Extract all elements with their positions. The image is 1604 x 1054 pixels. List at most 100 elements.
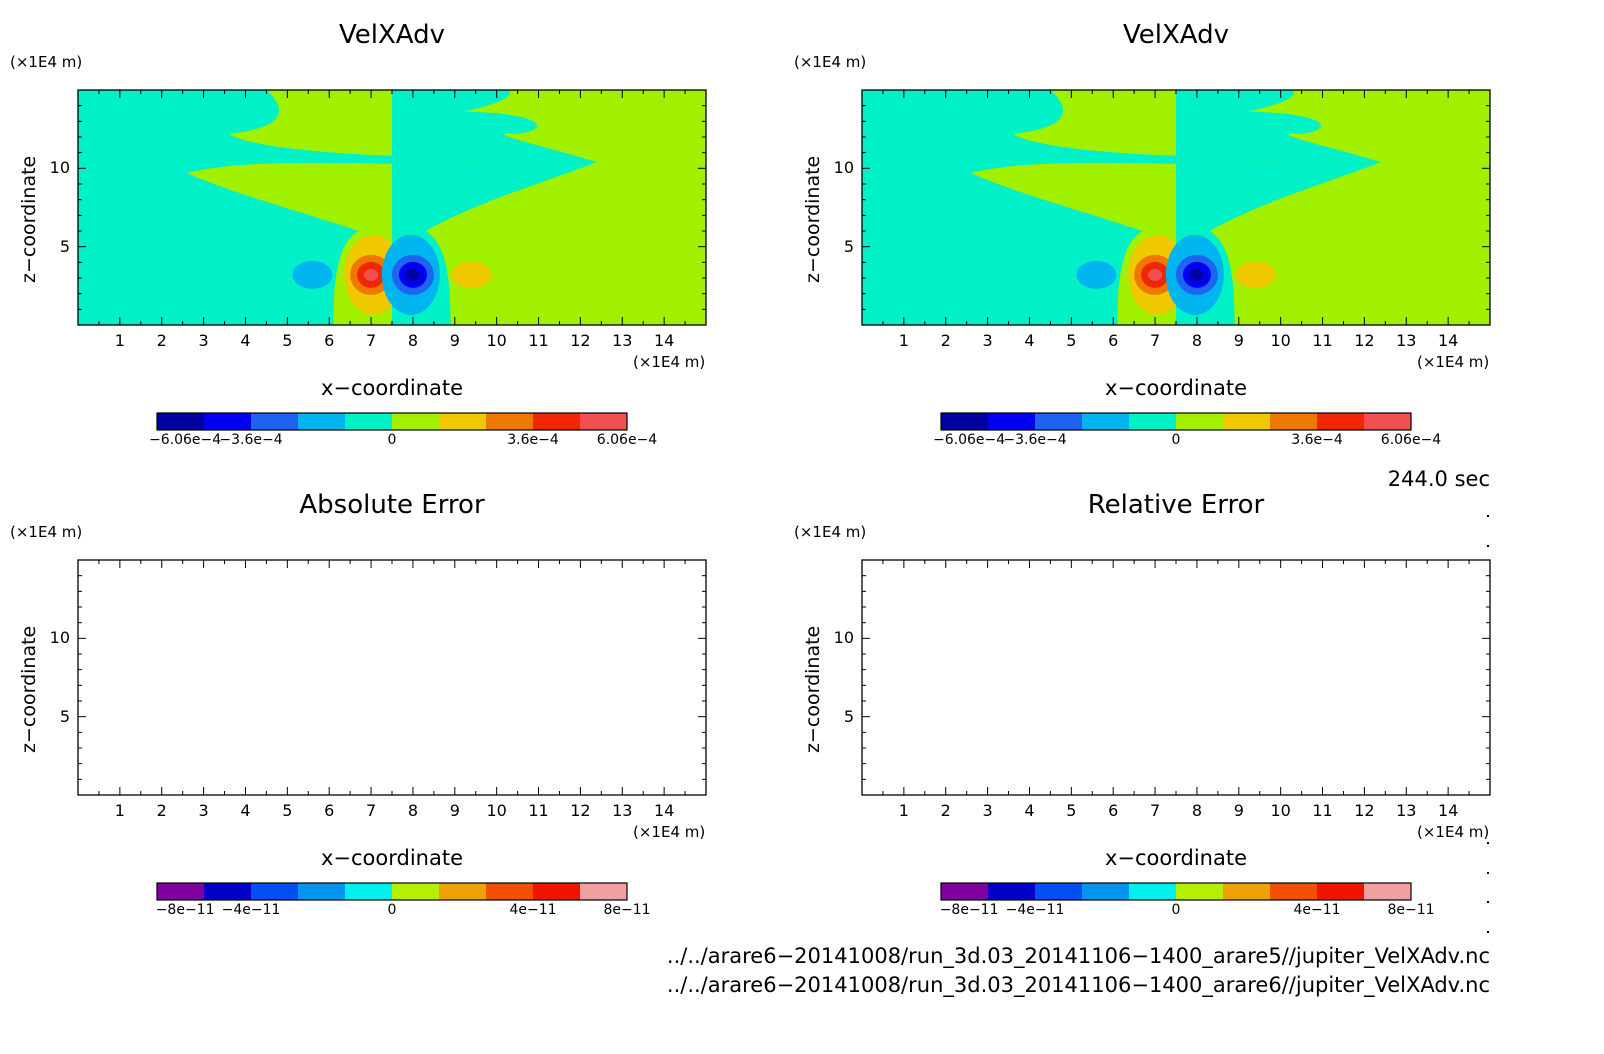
x-axis-label: x−coordinate <box>320 376 464 400</box>
x-tick-label: 1 <box>898 331 909 350</box>
colorbar-swatch <box>533 413 580 430</box>
colorbar-swatch <box>533 883 580 900</box>
x-axis-label: x−coordinate <box>1104 846 1248 870</box>
x-tick-label: 7 <box>365 331 377 350</box>
colorbar-tick-label: 8e−11 <box>1387 902 1435 918</box>
x-tick-label: 14 <box>653 801 675 820</box>
x-tick-label: 2 <box>940 331 951 350</box>
z-tick-label: 10 <box>49 158 70 178</box>
x-tick-label: 11 <box>528 331 549 350</box>
x-tick-label: 8 <box>1191 331 1203 350</box>
x-unit-label: (×1E4 m) <box>1417 823 1490 841</box>
colorbar-swatch <box>157 883 204 900</box>
colorbar-swatch <box>439 413 486 430</box>
x-tick-label: 4 <box>240 331 251 350</box>
colorbar-swatch <box>204 883 251 900</box>
colorbar-tick-label: 3.6e−4 <box>1291 432 1343 448</box>
x-tick-label: 11 <box>1312 331 1333 350</box>
colorbar-tick-label: −4e−11 <box>221 902 281 918</box>
z-unit-label: (×1E4 m) <box>10 53 83 71</box>
colorbar-swatch <box>1035 883 1082 900</box>
marker-dot <box>1487 901 1489 903</box>
z-tick-label: 5 <box>843 706 854 726</box>
x-tick-label: 1 <box>898 801 909 820</box>
x-tick-label: 8 <box>1191 801 1203 820</box>
colorbar-tick-label: −8e−11 <box>155 902 215 918</box>
x-tick-label: 13 <box>1396 801 1417 820</box>
x-tick-label: 7 <box>1149 801 1161 820</box>
colorbar-tick-label: 8e−11 <box>603 902 651 918</box>
colorbar-tick-label: 0 <box>387 902 397 918</box>
x-tick-label: 12 <box>570 331 591 350</box>
colorbar-swatch <box>298 883 345 900</box>
colorbar-swatch <box>1364 413 1411 430</box>
x-tick-label: 1 <box>114 331 125 350</box>
colorbar-swatch <box>204 413 251 430</box>
x-tick-label: 13 <box>612 801 633 820</box>
colorbar-swatch <box>486 883 533 900</box>
x-tick-label: 10 <box>486 331 507 350</box>
x-axis-label: x−coordinate <box>320 846 464 870</box>
x-tick-label: 3 <box>982 801 993 820</box>
colorbar-swatch <box>1317 883 1364 900</box>
z-tick-label: 5 <box>59 706 70 726</box>
panel-title: Relative Error <box>1087 490 1265 520</box>
x-tick-label: 6 <box>324 801 335 820</box>
x-tick-label: 6 <box>1108 331 1119 350</box>
x-tick-label: 7 <box>1149 331 1161 350</box>
x-unit-label: (×1E4 m) <box>1417 353 1490 371</box>
x-tick-label: 6 <box>324 331 335 350</box>
colorbar-swatch <box>1082 413 1129 430</box>
z-tick-label: 5 <box>59 236 70 256</box>
colorbar-swatch <box>580 883 627 900</box>
colorbar-swatch <box>1317 413 1364 430</box>
colorbar-swatch <box>439 883 486 900</box>
colorbar-swatch <box>486 413 533 430</box>
x-tick-label: 4 <box>1024 331 1035 350</box>
colorbar-swatch <box>1129 883 1176 900</box>
colorbar-swatch <box>345 413 392 430</box>
colorbar-swatch <box>1270 413 1317 430</box>
x-tick-label: 8 <box>407 331 419 350</box>
x-tick-label: 4 <box>240 801 251 820</box>
colorbar-swatch <box>988 883 1035 900</box>
colorbar-swatch <box>1082 883 1129 900</box>
x-tick-label: 8 <box>407 801 419 820</box>
colorbar-swatch <box>941 413 988 430</box>
colorbar-swatch <box>1129 413 1176 430</box>
file-path: ../../arare6−20141008/run_3d.03_20141106… <box>666 973 1490 997</box>
x-tick-label: 9 <box>449 331 460 350</box>
x-tick-label: 6 <box>1108 801 1119 820</box>
z-tick-label: 5 <box>843 236 854 256</box>
colorbar-tick-label: −8e−11 <box>939 902 999 918</box>
file-path: ../../arare6−20141008/run_3d.03_20141106… <box>666 944 1490 968</box>
colorbar-frame <box>156 412 628 431</box>
colorbar-swatch <box>1364 883 1411 900</box>
marker-dot <box>1487 872 1489 874</box>
colorbar-tick-label: 6.06e−4 <box>1380 432 1442 448</box>
x-unit-label: (×1E4 m) <box>633 353 706 371</box>
x-tick-label: 14 <box>1437 331 1459 350</box>
colorbar-swatch <box>1176 883 1223 900</box>
colorbar-swatch <box>345 883 392 900</box>
colorbar-tick-label: −4e−11 <box>1005 902 1065 918</box>
colorbar-swatch <box>580 413 627 430</box>
colorbar-tick-label: 6.06e−4 <box>596 432 658 448</box>
colorbar-swatch <box>298 413 345 430</box>
colorbar-tick-label: −3.6e−4 <box>1003 432 1067 448</box>
colorbar-tick-label: −3.6e−4 <box>219 432 283 448</box>
x-tick-label: 12 <box>1354 801 1375 820</box>
x-tick-label: 12 <box>570 801 591 820</box>
x-axis-label: x−coordinate <box>1104 376 1248 400</box>
x-tick-label: 5 <box>282 801 293 820</box>
z-unit-label: (×1E4 m) <box>10 523 83 541</box>
marker-dot <box>1487 931 1489 933</box>
x-tick-label: 10 <box>486 801 507 820</box>
z-unit-label: (×1E4 m) <box>794 53 867 71</box>
marker-dot <box>1487 515 1489 517</box>
colorbar-tick-label: 0 <box>1171 902 1181 918</box>
x-tick-label: 9 <box>449 801 460 820</box>
x-tick-label: 13 <box>612 331 633 350</box>
colorbar-swatch <box>1223 883 1270 900</box>
